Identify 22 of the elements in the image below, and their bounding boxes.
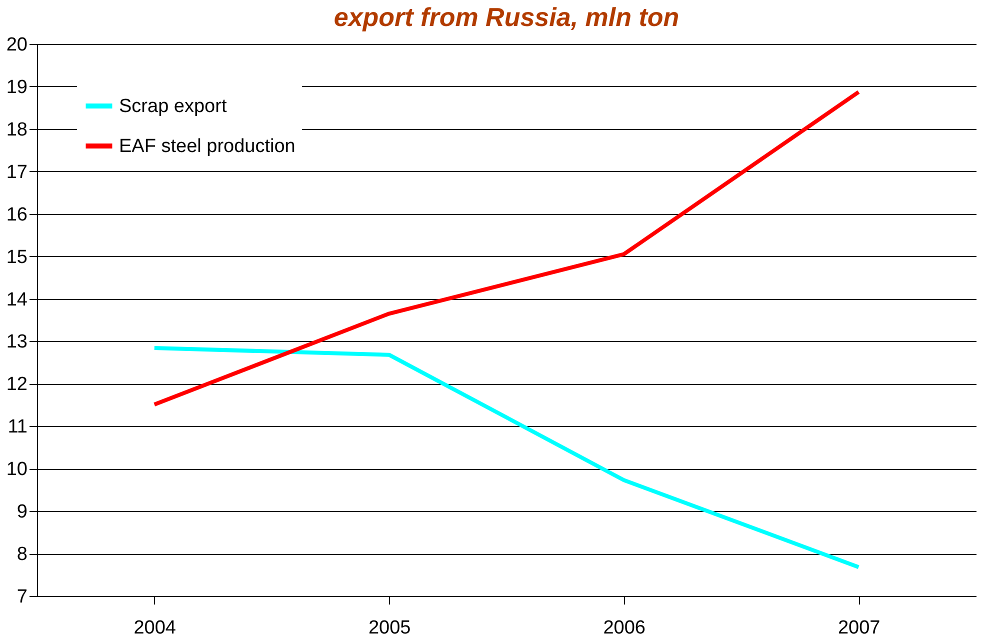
x-tick-label: 2004	[134, 618, 176, 638]
y-tick-label: 16	[6, 204, 28, 226]
y-tick-label: 12	[6, 374, 28, 396]
legend-label: Scrap export	[119, 96, 228, 117]
legend-label: EAF steel production	[119, 136, 296, 157]
y-tick-label: 14	[6, 289, 28, 310]
y-tick-label: 10	[6, 459, 28, 480]
chart-title: export from Russia, mln ton	[334, 2, 680, 32]
y-tick-label: 9	[16, 502, 28, 523]
x-tick-label: 2005	[368, 618, 411, 638]
y-tick-label: 20	[6, 34, 28, 56]
y-tick-label: 11	[8, 416, 28, 438]
y-tick-label: 13	[6, 332, 28, 353]
y-tick-label: 17	[6, 162, 28, 183]
y-tick-label: 7	[16, 586, 28, 608]
y-tick-label: 15	[6, 246, 28, 268]
y-tick-label: 18	[6, 119, 28, 140]
y-tick-label: 19	[6, 76, 28, 98]
x-tick-label: 2006	[603, 618, 646, 638]
line-series	[152, 346, 861, 570]
x-tick-label: 2007	[838, 618, 880, 638]
y-tick-label: 8	[16, 544, 28, 566]
